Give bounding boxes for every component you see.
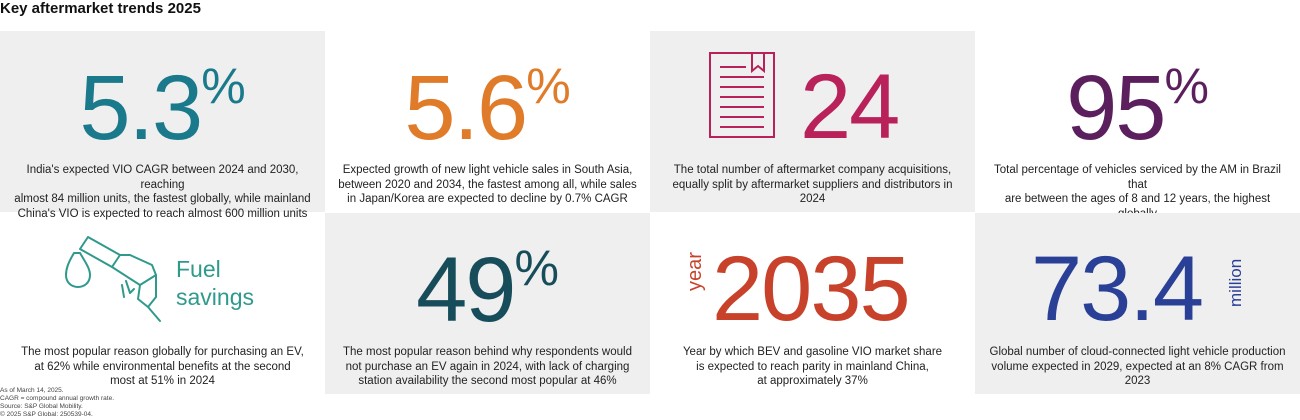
stat-tile-south-asia-sales: 5.6% Expected growth of new light vehicl… xyxy=(325,31,650,212)
stat-tile-cloud-connected: 73.4 million Global number of cloud-conn… xyxy=(975,213,1300,394)
stat-tile-brazil-service: 95% Total percentage of vehicles service… xyxy=(975,31,1300,220)
fuel-nozzle-icon xyxy=(65,236,161,322)
stat-description: Expected growth of new light vehicle sal… xyxy=(338,164,637,205)
stat-description: The most popular reason behind why respo… xyxy=(343,346,632,387)
stat-value: 95% xyxy=(1066,57,1209,159)
stat-value: 2035 xyxy=(712,238,911,340)
document-icon xyxy=(709,52,775,138)
year-label: year xyxy=(684,252,706,291)
stat-description: The total number of aftermarket company … xyxy=(672,164,953,205)
fuel-savings-label: Fuel savings xyxy=(176,256,254,310)
stat-tile-ev-purchase-reason: Fuel savings The most popular reason glob… xyxy=(0,213,325,394)
stat-value: 5.3% xyxy=(79,57,246,159)
stat-tile-bev-parity: year 2035 Year by which BEV and gasoline… xyxy=(650,213,975,394)
stat-value: 49% xyxy=(416,239,559,341)
stat-tile-india-vio: 5.3% India's expected VIO CAGR between 2… xyxy=(0,31,325,220)
page-title: Key aftermarket trends 2025 xyxy=(0,0,201,17)
stat-tile-acquisitions: 24 The total number of aftermarket compa… xyxy=(650,31,975,212)
stat-value: 73.4 xyxy=(1031,238,1204,340)
stat-description: The most popular reason globally for pur… xyxy=(21,346,304,387)
footnote: As of March 14, 2025. CAGR = compound an… xyxy=(0,387,114,418)
million-label: million xyxy=(1226,258,1245,307)
stat-description: Year by which BEV and gasoline VIO marke… xyxy=(682,346,943,387)
stat-description: Global number of cloud-connected light v… xyxy=(989,346,1286,387)
stat-description: India's expected VIO CAGR between 2024 a… xyxy=(14,164,311,220)
stat-value: 24 xyxy=(800,56,900,158)
stat-tile-ev-repurchase: 49% The most popular reason behind why r… xyxy=(325,213,650,394)
stat-value: 5.6% xyxy=(404,57,571,159)
